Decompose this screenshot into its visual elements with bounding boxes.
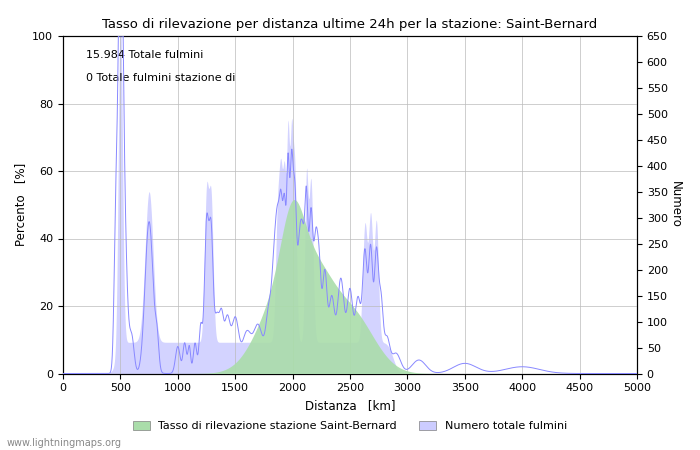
Y-axis label: Percento   [%]: Percento [%] bbox=[14, 163, 27, 247]
Legend: Tasso di rilevazione stazione Saint-Bernard, Numero totale fulmini: Tasso di rilevazione stazione Saint-Bern… bbox=[129, 416, 571, 436]
Text: 15.984 Totale fulmini: 15.984 Totale fulmini bbox=[86, 50, 203, 59]
Title: Tasso di rilevazione per distanza ultime 24h per la stazione: Saint-Bernard: Tasso di rilevazione per distanza ultime… bbox=[102, 18, 598, 31]
Text: www.lightningmaps.org: www.lightningmaps.org bbox=[7, 438, 122, 448]
Y-axis label: Numero: Numero bbox=[668, 181, 682, 228]
Text: 0 Totale fulmini stazione di: 0 Totale fulmini stazione di bbox=[86, 73, 235, 83]
X-axis label: Distanza   [km]: Distanza [km] bbox=[304, 399, 395, 412]
